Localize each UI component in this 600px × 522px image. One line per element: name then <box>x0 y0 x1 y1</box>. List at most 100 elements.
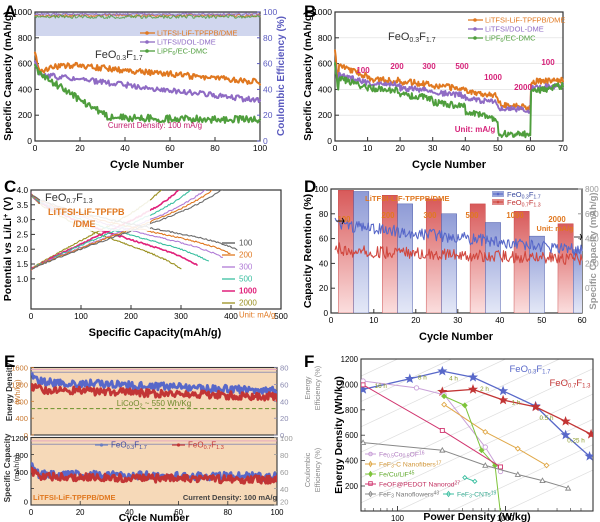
svg-text:16 h: 16 h <box>375 383 388 390</box>
svg-text:FeF3-CNTs19: FeF3-CNTs19 <box>457 490 497 499</box>
svg-text:800: 800 <box>318 33 332 43</box>
svg-text:100: 100 <box>541 58 555 67</box>
svg-text:500: 500 <box>455 62 469 71</box>
svg-text:400: 400 <box>18 84 32 94</box>
svg-text:300: 300 <box>422 62 436 71</box>
svg-text:200: 200 <box>124 312 138 321</box>
svg-text:LiTFSI-LiF-TPFPB/DME: LiTFSI-LiF-TPFPB/DME <box>33 493 116 502</box>
svg-text:FeO0.7F1.3: FeO0.7F1.3 <box>550 378 592 390</box>
svg-text:80: 80 <box>319 210 329 219</box>
svg-text:Current Density: 100 mA/g: Current Density: 100 mA/g <box>183 493 278 502</box>
svg-text:100: 100 <box>356 66 370 75</box>
svg-text:Unit: mA/g: Unit: mA/g <box>239 311 275 320</box>
svg-text:30: 30 <box>428 143 438 153</box>
svg-text:2.5: 2.5 <box>17 230 29 239</box>
svg-text:80: 80 <box>263 33 273 43</box>
svg-text:20: 20 <box>280 414 288 423</box>
svg-text:40: 40 <box>280 397 288 406</box>
svg-text:500: 500 <box>465 211 479 220</box>
svg-text:(mAh/g): (mAh/g) <box>12 454 21 481</box>
svg-text:0.5 h: 0.5 h <box>540 415 555 422</box>
svg-text:2000: 2000 <box>548 215 566 224</box>
svg-text:LiTFSI-LiF-TPFPB/DME: LiTFSI-LiF-TPFPB/DME <box>365 194 450 203</box>
svg-text:100: 100 <box>314 185 328 194</box>
svg-text:20: 20 <box>395 143 405 153</box>
svg-text:Fe/Cu/LiF45: Fe/Cu/LiF45 <box>379 470 415 478</box>
svg-text:1000: 1000 <box>239 287 257 296</box>
svg-text:10: 10 <box>369 316 379 325</box>
svg-text:Potential vs Li/Li+ (V): Potential vs Li/Li+ (V) <box>2 197 14 301</box>
svg-text:LiTFSI-LiF-TPFPB: LiTFSI-LiF-TPFPB <box>48 207 125 217</box>
svg-text:3.5: 3.5 <box>17 201 29 210</box>
svg-text:Current Density: 100 mA/g: Current Density: 100 mA/g <box>108 121 202 130</box>
svg-text:Specific Capacity(mAh/g): Specific Capacity(mAh/g) <box>89 327 222 339</box>
svg-text:0: 0 <box>27 136 32 146</box>
svg-text:500: 500 <box>239 275 253 284</box>
svg-text:LiTFSI-LiF-TPFPB/DME: LiTFSI-LiF-TPFPB/DME <box>157 29 237 38</box>
svg-text:20: 20 <box>319 284 329 293</box>
svg-text:40: 40 <box>280 485 288 494</box>
svg-text:20: 20 <box>76 508 85 517</box>
svg-text:200: 200 <box>381 211 395 220</box>
svg-text:600: 600 <box>318 59 332 69</box>
svg-text:Efficiency (%): Efficiency (%) <box>313 448 322 492</box>
svg-text:Unit: mA/g: Unit: mA/g <box>455 125 496 134</box>
svg-text:1.5: 1.5 <box>17 260 29 269</box>
svg-text:Cycle Number: Cycle Number <box>419 331 494 343</box>
svg-text:200: 200 <box>18 110 32 120</box>
svg-text:1 h: 1 h <box>512 400 521 407</box>
svg-text:Efficiency (%): Efficiency (%) <box>313 366 322 410</box>
svg-text:400: 400 <box>318 84 332 94</box>
svg-text:0: 0 <box>33 143 38 153</box>
svg-text:0: 0 <box>263 136 268 146</box>
svg-text:50: 50 <box>537 316 547 325</box>
svg-text:200: 200 <box>345 482 359 491</box>
svg-text:100: 100 <box>280 434 293 443</box>
svg-text:LiTFSI-LiF-TPFPB/DME: LiTFSI-LiF-TPFPB/DME <box>485 16 565 25</box>
svg-text:800: 800 <box>18 33 32 43</box>
svg-text:Specific Capacity (mAh/g): Specific Capacity (mAh/g) <box>588 192 599 309</box>
svg-text:200: 200 <box>390 62 404 71</box>
svg-text:LiPF6/EC-DMC: LiPF6/EC-DMC <box>485 34 536 45</box>
svg-text:/DME: /DME <box>73 219 96 229</box>
svg-text:Cycle Number: Cycle Number <box>119 512 190 522</box>
svg-text:1200: 1200 <box>11 434 28 443</box>
svg-text:Specific Capacity (mAh/g): Specific Capacity (mAh/g) <box>302 11 314 141</box>
svg-text:0: 0 <box>323 309 328 318</box>
svg-text:300: 300 <box>174 312 188 321</box>
svg-text:300: 300 <box>239 263 253 272</box>
svg-text:100: 100 <box>263 7 277 17</box>
svg-text:Specific Capacity: Specific Capacity <box>2 433 12 502</box>
svg-text:1000: 1000 <box>506 211 524 220</box>
svg-text:40: 40 <box>263 84 273 94</box>
svg-text:80: 80 <box>280 451 288 460</box>
svg-text:60: 60 <box>165 143 175 153</box>
svg-text:800: 800 <box>345 406 359 415</box>
svg-text:(Wh/kg): (Wh/kg) <box>13 379 22 404</box>
svg-text:FeF3-C Nanofibers17: FeF3-C Nanofibers17 <box>379 460 442 469</box>
svg-text:FeOF@PEDOT Nanorod27: FeOF@PEDOT Nanorod27 <box>379 480 460 488</box>
svg-text:LiTFSI/DOL-DME: LiTFSI/DOL-DME <box>485 25 544 34</box>
svg-text:40: 40 <box>319 259 329 268</box>
svg-text:60: 60 <box>280 380 288 389</box>
svg-text:4.0: 4.0 <box>17 186 29 195</box>
svg-text:Fe0.5Co0.5OF16: Fe0.5Co0.5OF16 <box>379 450 425 459</box>
svg-text:40: 40 <box>120 143 130 153</box>
svg-text:FeF3 Nanoflowers43: FeF3 Nanoflowers43 <box>379 490 439 499</box>
svg-text:60: 60 <box>577 316 587 325</box>
svg-text:400: 400 <box>15 414 28 423</box>
svg-text:Capacity Retention (%): Capacity Retention (%) <box>302 194 314 308</box>
svg-text:60: 60 <box>319 235 329 244</box>
svg-text:0: 0 <box>29 312 34 321</box>
svg-text:400: 400 <box>345 457 359 466</box>
svg-text:Specific Capacity (mAh/g): Specific Capacity (mAh/g) <box>2 11 14 141</box>
svg-text:20: 20 <box>75 143 85 153</box>
svg-text:40: 40 <box>495 316 505 325</box>
svg-text:0: 0 <box>327 136 332 146</box>
svg-text:80: 80 <box>223 508 232 517</box>
svg-text:Coulombic: Coulombic <box>303 452 312 487</box>
svg-text:0.25 h: 0.25 h <box>567 438 585 445</box>
svg-text:4 h: 4 h <box>449 375 458 382</box>
svg-text:50: 50 <box>493 143 503 153</box>
svg-text:1.0: 1.0 <box>17 275 29 284</box>
